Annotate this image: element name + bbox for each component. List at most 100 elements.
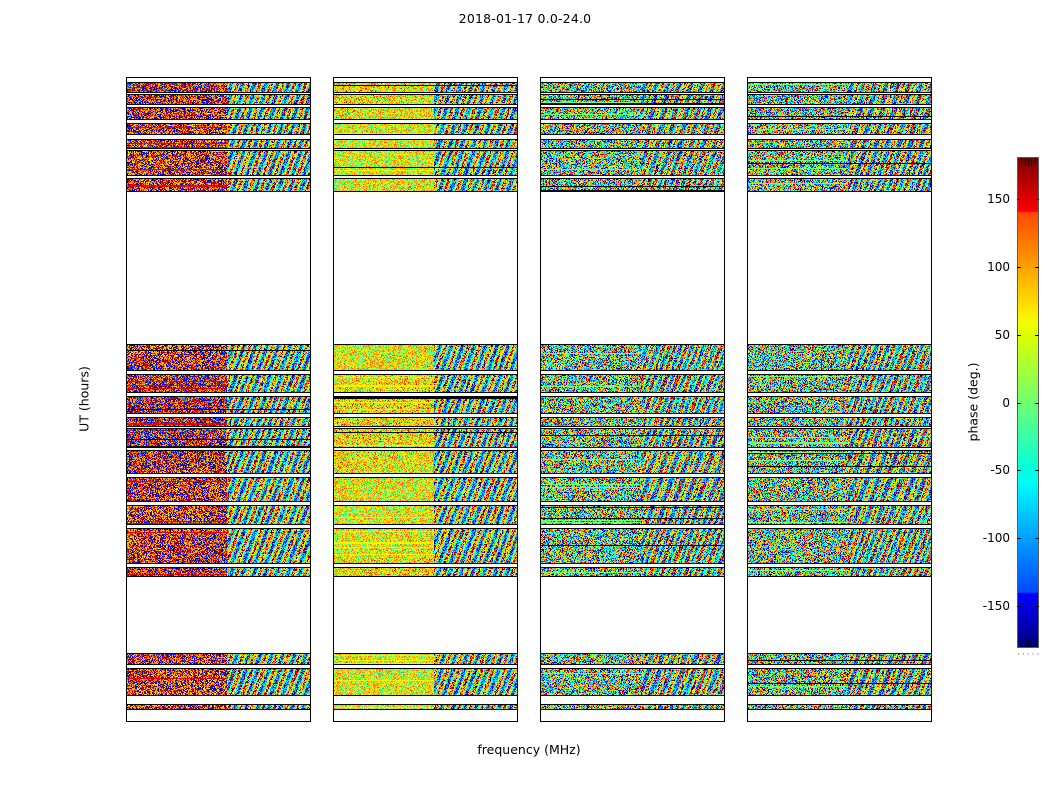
x-tick [920, 721, 921, 722]
y-tick [126, 711, 127, 712]
panel-xx[interactable]: XX, V0*V2=EA23*EA12 32033535036538005101… [126, 77, 311, 722]
x-tick [258, 77, 259, 78]
x-tick [630, 77, 631, 78]
colorbar-tick [1017, 403, 1021, 404]
panel-xx-image [127, 78, 310, 721]
y-tick [540, 165, 541, 166]
x-tick [755, 721, 756, 722]
y-tick [931, 438, 932, 439]
colorbar-tick [1017, 335, 1021, 336]
x-tick [216, 77, 217, 78]
colorbar-label: phase (deg.) [965, 362, 981, 442]
x-tick [630, 721, 631, 722]
colorbar-tick [1035, 606, 1039, 607]
colorbar-tick [1035, 470, 1039, 471]
y-tick [540, 711, 541, 712]
x-tick [216, 721, 217, 722]
y-tick [310, 302, 311, 303]
y-tick [747, 438, 748, 439]
colorbar-tick [1017, 538, 1021, 539]
x-tick [589, 77, 590, 78]
colorbar-tick-label: 150 [987, 192, 1010, 206]
x-tick [755, 77, 756, 78]
panel-yx-image [748, 78, 931, 721]
panel-yy[interactable]: YY, V0*V2=EA23*EA12 32033535036538005101… [333, 77, 518, 722]
x-tick [796, 77, 797, 78]
x-tick [837, 77, 838, 78]
x-tick [713, 77, 714, 78]
y-tick [724, 165, 725, 166]
x-tick [341, 77, 342, 78]
y-tick [540, 302, 541, 303]
figure-suptitle: 2018-01-17 0.0-24.0 [458, 11, 592, 26]
colorbar-tick [1035, 538, 1039, 539]
x-tick [465, 721, 466, 722]
colorbar-tick [1035, 335, 1039, 336]
colorbar-tick [1017, 470, 1021, 471]
x-tick [258, 721, 259, 722]
colorbar[interactable]: -150 -100 -50 0 50 100 150 [983, 157, 1039, 648]
colorbar-tick-label: -50 [990, 463, 1010, 477]
y-tick [517, 711, 518, 712]
y-tick [724, 438, 725, 439]
y-tick [333, 575, 334, 576]
colorbar-tick-label: -150 [982, 599, 1010, 613]
y-axis-label: UT (hours) [76, 366, 92, 432]
x-tick [879, 77, 880, 78]
y-tick [126, 438, 127, 439]
x-tick [837, 721, 838, 722]
colorbar-tick [1035, 267, 1039, 268]
panel-xy-image [541, 78, 724, 721]
y-tick [517, 165, 518, 166]
colorbar-tick [1017, 199, 1021, 200]
panel-xy[interactable]: XY, V0*V2=EA23*EA12 32033535036538005101… [540, 77, 725, 722]
x-tick [506, 721, 507, 722]
y-tick [747, 575, 748, 576]
panel-yy-image [334, 78, 517, 721]
x-tick [879, 721, 880, 722]
x-tick [382, 77, 383, 78]
x-tick [423, 721, 424, 722]
colorbar-under-cap: ······ [1017, 653, 1039, 658]
x-axis-label: frequency (MHz) [477, 742, 581, 757]
x-tick [672, 721, 673, 722]
x-tick [796, 721, 797, 722]
y-tick [126, 165, 127, 166]
y-tick [333, 302, 334, 303]
x-tick [134, 77, 135, 78]
y-tick [517, 438, 518, 439]
y-tick [747, 165, 748, 166]
y-tick [310, 575, 311, 576]
colorbar-tick [1017, 267, 1021, 268]
x-tick [506, 77, 507, 78]
y-tick [747, 302, 748, 303]
x-tick [920, 77, 921, 78]
y-tick [931, 165, 932, 166]
x-tick [423, 77, 424, 78]
x-tick [175, 77, 176, 78]
y-tick [517, 302, 518, 303]
x-tick [465, 77, 466, 78]
colorbar-tick [1035, 199, 1039, 200]
x-tick [672, 77, 673, 78]
y-tick [724, 575, 725, 576]
y-tick [126, 575, 127, 576]
x-tick [382, 721, 383, 722]
x-tick [175, 721, 176, 722]
colorbar-tick-label: -100 [982, 531, 1010, 545]
y-tick [333, 438, 334, 439]
y-tick [540, 575, 541, 576]
y-tick [517, 575, 518, 576]
y-tick [724, 711, 725, 712]
colorbar-tick-label: 100 [987, 260, 1010, 274]
y-tick [724, 302, 725, 303]
y-tick [310, 438, 311, 439]
panel-yx[interactable]: YX, V0*V2=EA23*EA12 32033535036538005101… [747, 77, 932, 722]
x-tick [548, 77, 549, 78]
y-tick [540, 438, 541, 439]
x-tick [548, 721, 549, 722]
y-tick [333, 711, 334, 712]
colorbar-tick [1017, 606, 1021, 607]
x-tick [341, 721, 342, 722]
